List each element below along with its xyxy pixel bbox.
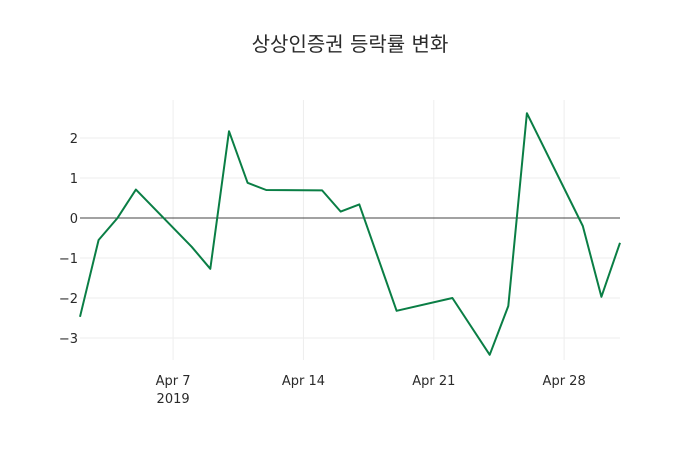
chart-title: 상상인증권 등락률 변화 [251, 32, 449, 56]
x-axis: Apr 7 2019 Apr 14 Apr 21 Apr 28 [156, 374, 586, 407]
x-tick-label: Apr 28 [543, 374, 586, 389]
x-tick-label: Apr 7 [156, 374, 191, 389]
gridlines [80, 100, 620, 360]
y-axis: −3 −2 −1 0 1 2 [59, 132, 78, 347]
y-tick-label: −2 [59, 292, 78, 307]
y-tick-label: −1 [59, 252, 78, 267]
x-tick-label: Apr 21 [412, 374, 455, 389]
y-tick-label: 0 [70, 212, 78, 227]
x-tick-label: Apr 14 [282, 374, 325, 389]
series-line [79, 112, 621, 356]
y-tick-label: 1 [70, 172, 78, 187]
x-tick-year-label: 2019 [157, 392, 190, 407]
y-tick-label: −3 [59, 332, 78, 347]
y-tick-label: 2 [70, 132, 78, 147]
